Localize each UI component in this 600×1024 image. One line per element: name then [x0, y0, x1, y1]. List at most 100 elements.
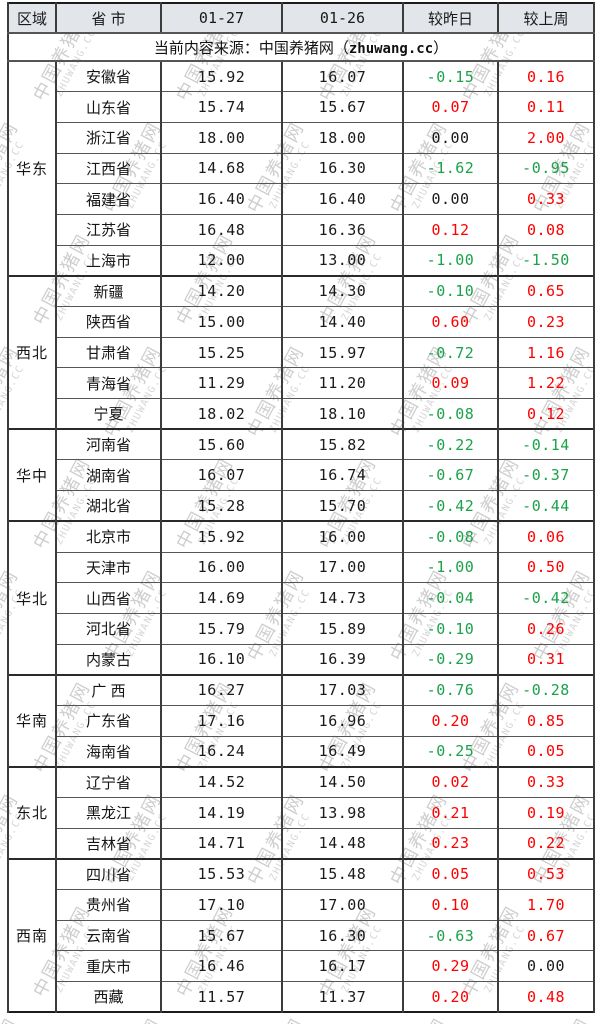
change-vs-yesterday-cell: -0.72: [402, 336, 499, 369]
change-vs-yesterday-cell: -0.63: [402, 919, 499, 952]
province-cell: 陕西省: [55, 306, 162, 338]
price-0126-cell: 14.48: [281, 827, 404, 860]
change-vs-lastweek-cell: 0.65: [497, 274, 595, 307]
watermark-cn-text: 中国养猪网: [0, 1014, 23, 1024]
price-0127-cell: 11.29: [160, 367, 283, 400]
province-cell: 河北省: [55, 612, 162, 645]
column-header-4: 较昨日: [402, 2, 499, 34]
price-0127-cell: 15.60: [160, 428, 283, 461]
province-cell: 青海省: [55, 367, 162, 400]
table-row: 河北省 15.79 15.89 -0.10 0.26: [8, 612, 595, 645]
change-vs-yesterday-cell: -0.22: [402, 428, 499, 461]
price-0126-cell: 15.82: [281, 428, 404, 461]
table-row: 贵州省 17.10 17.00 0.10 1.70: [8, 889, 595, 921]
price-0126-cell: 18.00: [281, 121, 404, 154]
region-cell: 西北: [7, 274, 57, 430]
source-note-suffix: ）: [433, 39, 449, 57]
change-vs-lastweek-cell: 0.22: [497, 827, 595, 860]
price-0126-cell: 17.00: [281, 889, 404, 921]
table-row: 西南 四川省 15.53 15.48 0.05 0.53: [7, 857, 595, 1013]
change-vs-yesterday-cell: 0.21: [402, 797, 499, 829]
province-cell: 宁夏: [55, 398, 162, 430]
change-vs-yesterday-cell: -0.08: [402, 520, 499, 553]
price-0126-cell: 14.40: [281, 306, 404, 338]
price-0127-cell: 15.28: [160, 490, 283, 522]
watermark-cn-text: 中国养猪网: [243, 1014, 308, 1024]
change-vs-lastweek-cell: -0.95: [497, 152, 595, 185]
change-vs-lastweek-cell: 0.12: [497, 398, 595, 430]
price-0127-cell: 16.24: [160, 735, 283, 768]
change-vs-yesterday-cell: 0.02: [402, 765, 499, 798]
pig-price-table: 区域省 市 01-27 01-26 较昨日 较上周 当前内容来源：中国养猪网（zhuwan…: [7, 2, 595, 1014]
province-cell: 甘肃省: [55, 336, 162, 369]
province-cell: 山西省: [55, 582, 162, 614]
change-vs-yesterday-cell: -0.10: [402, 612, 499, 645]
change-vs-lastweek-cell: 1.16: [497, 336, 595, 369]
change-vs-lastweek-cell: 0.11: [497, 91, 595, 123]
table-row: 江苏省 16.48 16.36 0.12 0.08: [8, 213, 595, 246]
province-cell: 内蒙古: [55, 643, 162, 676]
province-cell: 云南省: [55, 919, 162, 952]
source-note: 当前内容来源：中国养猪网（zhuwang.cc）: [7, 32, 595, 62]
change-vs-yesterday-cell: -0.42: [402, 490, 499, 522]
change-vs-yesterday-cell: -0.67: [402, 459, 499, 492]
change-vs-lastweek-cell: -0.37: [497, 459, 595, 492]
price-0127-cell: 16.00: [160, 551, 283, 584]
price-0127-cell: 16.48: [160, 213, 283, 246]
table-row: 华北 北京市 15.92 16.00 -0.08 0.06: [7, 520, 595, 676]
province-cell: 海南省: [55, 735, 162, 768]
change-vs-lastweek-cell: 0.67: [497, 919, 595, 952]
change-vs-lastweek-cell: -1.50: [497, 244, 595, 277]
price-0126-cell: 15.70: [281, 490, 404, 522]
change-vs-yesterday-cell: 0.00: [402, 121, 499, 154]
province-cell: 西藏: [55, 981, 162, 1013]
change-vs-lastweek-cell: 0.00: [497, 950, 595, 983]
change-vs-lastweek-cell: 0.05: [497, 735, 595, 768]
change-vs-yesterday-cell: -0.10: [402, 274, 499, 307]
province-cell: 山东省: [55, 91, 162, 123]
change-vs-lastweek-cell: 0.19: [497, 797, 595, 829]
table-row: 黑龙江 14.19 13.98 0.21 0.19: [8, 797, 595, 829]
change-vs-yesterday-cell: 0.12: [402, 213, 499, 246]
change-vs-yesterday-cell: -0.15: [402, 60, 499, 93]
province-cell: 湖南省: [55, 459, 162, 492]
price-0126-cell: 18.10: [281, 398, 404, 430]
change-vs-yesterday-cell: 0.07: [402, 91, 499, 123]
change-vs-lastweek-cell: 0.08: [497, 213, 595, 246]
price-0126-cell: 16.00: [281, 520, 404, 553]
change-vs-yesterday-cell: 0.00: [402, 183, 499, 215]
table-row: 西北 新疆 14.20 14.30 -0.10 0.65: [7, 274, 595, 430]
table-row: 上海市 12.00 13.00 -1.00 -1.50: [8, 244, 595, 277]
price-0127-cell: 14.19: [160, 797, 283, 829]
change-vs-lastweek-cell: -0.42: [497, 582, 595, 614]
change-vs-yesterday-cell: 0.20: [402, 704, 499, 737]
province-cell: 浙江省: [55, 121, 162, 154]
table-row: 西藏 11.57 11.37 0.20 0.48: [8, 981, 595, 1013]
column-header-2: 01-27: [160, 2, 283, 34]
table-header-row: 区域省 市 01-27 01-26 较昨日 较上周: [7, 2, 595, 34]
table-row: 山西省 14.69 14.73 -0.04 -0.42: [8, 582, 595, 614]
price-0126-cell: 17.00: [281, 551, 404, 584]
region-cell: 华南: [7, 673, 57, 768]
price-0127-cell: 16.07: [160, 459, 283, 492]
change-vs-lastweek-cell: 2.00: [497, 121, 595, 154]
change-vs-lastweek-cell: 0.53: [497, 857, 595, 891]
price-0127-cell: 15.92: [160, 60, 283, 93]
province-cell: 广东省: [55, 704, 162, 737]
price-0126-cell: 15.48: [281, 857, 404, 891]
price-0126-cell: 14.30: [281, 274, 404, 307]
province-cell: 黑龙江: [55, 797, 162, 829]
change-vs-yesterday-cell: 0.23: [402, 827, 499, 860]
price-0126-cell: 16.07: [281, 60, 404, 93]
province-cell: 河南省: [55, 428, 162, 461]
price-0126-cell: 16.39: [281, 643, 404, 676]
watermark-cn-text: 中国养猪网: [386, 1014, 451, 1024]
change-vs-lastweek-cell: 0.85: [497, 704, 595, 737]
price-0127-cell: 15.53: [160, 857, 283, 891]
province-cell: 安徽省: [55, 60, 162, 93]
table-row: 重庆市 16.46 16.17 0.29 0.00: [8, 950, 595, 983]
change-vs-lastweek-cell: -0.44: [497, 490, 595, 522]
change-vs-lastweek-cell: 0.48: [497, 981, 595, 1013]
province-cell: 广 西: [55, 673, 162, 706]
